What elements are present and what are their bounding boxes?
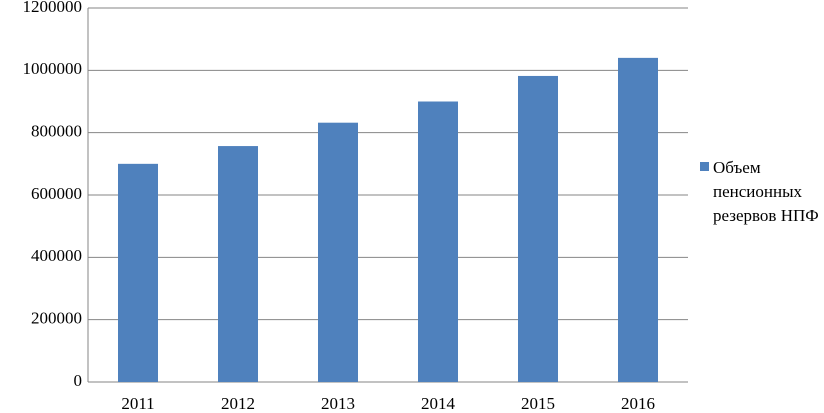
bar (118, 163, 158, 382)
legend-label: Объем пенсионных резервов НПФ (713, 158, 819, 225)
x-tick-label: 2011 (121, 394, 154, 413)
x-tick-label: 2012 (221, 394, 255, 413)
legend-swatch (700, 162, 709, 171)
y-tick-label: 600000 (31, 184, 82, 203)
y-tick-label: 1200000 (23, 0, 83, 16)
y-tick-label: 800000 (31, 122, 82, 141)
x-tick-label: 2015 (521, 394, 555, 413)
bar (418, 101, 458, 382)
bar (318, 122, 358, 383)
y-tick-label: 1000000 (23, 59, 83, 78)
x-tick-label: 2016 (621, 394, 655, 413)
bar (518, 75, 558, 383)
legend: Объем пенсионных резервов НПФ (700, 156, 824, 228)
bar (618, 57, 658, 382)
bar (218, 146, 258, 382)
y-tick-label: 200000 (31, 309, 82, 328)
x-tick-label: 2014 (421, 394, 456, 413)
y-tick-label: 400000 (31, 246, 82, 265)
x-tick-label: 2013 (321, 394, 355, 413)
y-tick-label: 0 (74, 371, 83, 390)
